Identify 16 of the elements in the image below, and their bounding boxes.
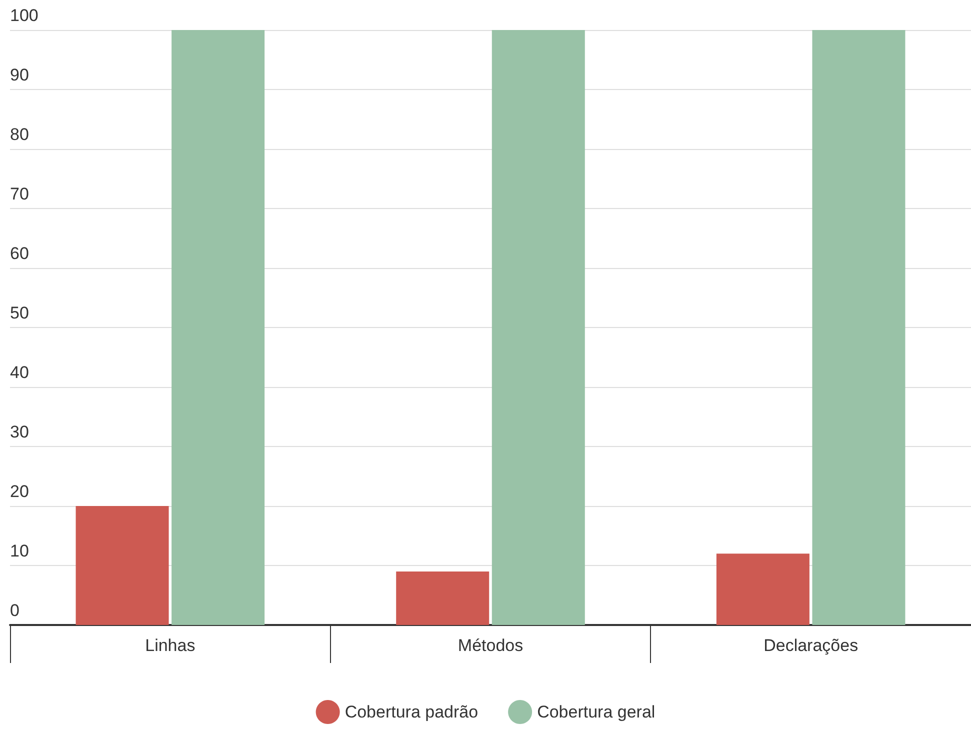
legend-label: Cobertura padrão xyxy=(344,702,478,722)
y-tick-label: 50 xyxy=(10,304,29,322)
y-tick-label: 20 xyxy=(10,482,29,501)
legend-label: Cobertura geral xyxy=(537,702,656,722)
y-tick-label: 60 xyxy=(10,244,29,263)
x-tick-label: Métodos xyxy=(458,636,524,655)
x-tick-label: Declarações xyxy=(764,636,858,655)
y-tick-label: 80 xyxy=(10,125,29,144)
y-tick-label: 100 xyxy=(10,6,38,25)
x-tick-label: Linhas xyxy=(145,636,196,655)
y-tick-label: 40 xyxy=(10,363,29,382)
y-tick-label: 90 xyxy=(10,66,29,84)
y-tick-label: 30 xyxy=(10,422,29,442)
y-tick-label: 0 xyxy=(10,601,20,620)
y-tick-label: 10 xyxy=(10,542,29,560)
y-tick-label: 70 xyxy=(10,184,29,204)
